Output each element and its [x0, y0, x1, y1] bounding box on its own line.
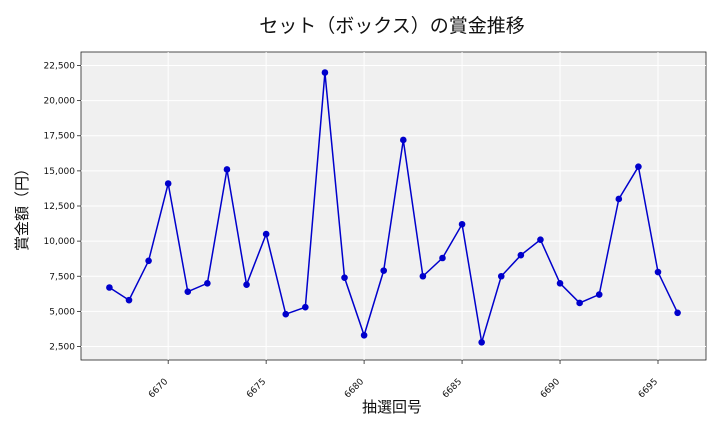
data-point [380, 267, 388, 274]
y-tick-label: 10,000 [44, 237, 76, 247]
data-point [223, 166, 231, 173]
data-point [439, 254, 446, 262]
grid [81, 52, 706, 360]
data-point [595, 291, 603, 298]
y-tick-label: 12,500 [44, 202, 76, 212]
data-point [302, 303, 309, 311]
data-point [321, 69, 329, 76]
series-line [109, 72, 679, 343]
data-point [145, 257, 152, 265]
x-tick-label: 6670 [147, 377, 170, 400]
x-tick-label: 6675 [245, 377, 268, 400]
x-axis-label: 抽選回号 [362, 398, 422, 416]
data-point [635, 163, 642, 170]
data-point [458, 220, 466, 228]
y-axis-label: 賞金額（円） [13, 161, 31, 251]
data-point [615, 195, 623, 203]
x-tick-label: 6695 [637, 377, 660, 400]
data-point [164, 180, 172, 187]
y-axis-ticks: 2,500 5,000 7,500 10,000 12,500 15,000 17,500 2… [44, 61, 81, 353]
data-point [282, 310, 290, 318]
data-point [243, 281, 250, 288]
y-tick-label: 7,500 [49, 272, 75, 282]
x-tick-label: 6680 [343, 377, 366, 400]
data-point [360, 331, 368, 339]
y-tick-label: 5,000 [49, 307, 75, 317]
data-point [478, 338, 485, 346]
x-tick-label: 6685 [441, 377, 464, 400]
data-point [419, 272, 427, 280]
data-point [674, 309, 681, 317]
y-tick-label: 22,500 [44, 61, 76, 71]
y-tick-label: 15,000 [44, 167, 76, 177]
data-point [399, 136, 407, 144]
data-point [106, 284, 113, 291]
data-point [341, 274, 348, 281]
data-point [204, 279, 211, 287]
data-point [654, 268, 662, 276]
x-axis-ticks: 6670 6675 6680 6685 6690 6695 [147, 360, 660, 400]
data-point [576, 299, 583, 307]
data-point [556, 279, 564, 287]
data-point [125, 296, 133, 304]
y-tick-label: 20,000 [44, 97, 76, 107]
x-tick-label: 6690 [539, 377, 562, 400]
data-point [537, 236, 544, 244]
data-point [184, 288, 192, 296]
data-point [517, 251, 525, 259]
chart-title: セット（ボックス）の賞金推移 [259, 15, 524, 37]
series-group [106, 69, 681, 346]
y-tick-label: 17,500 [44, 132, 76, 142]
data-point [497, 272, 505, 280]
y-tick-label: 2,500 [49, 343, 75, 353]
data-point [262, 230, 270, 238]
